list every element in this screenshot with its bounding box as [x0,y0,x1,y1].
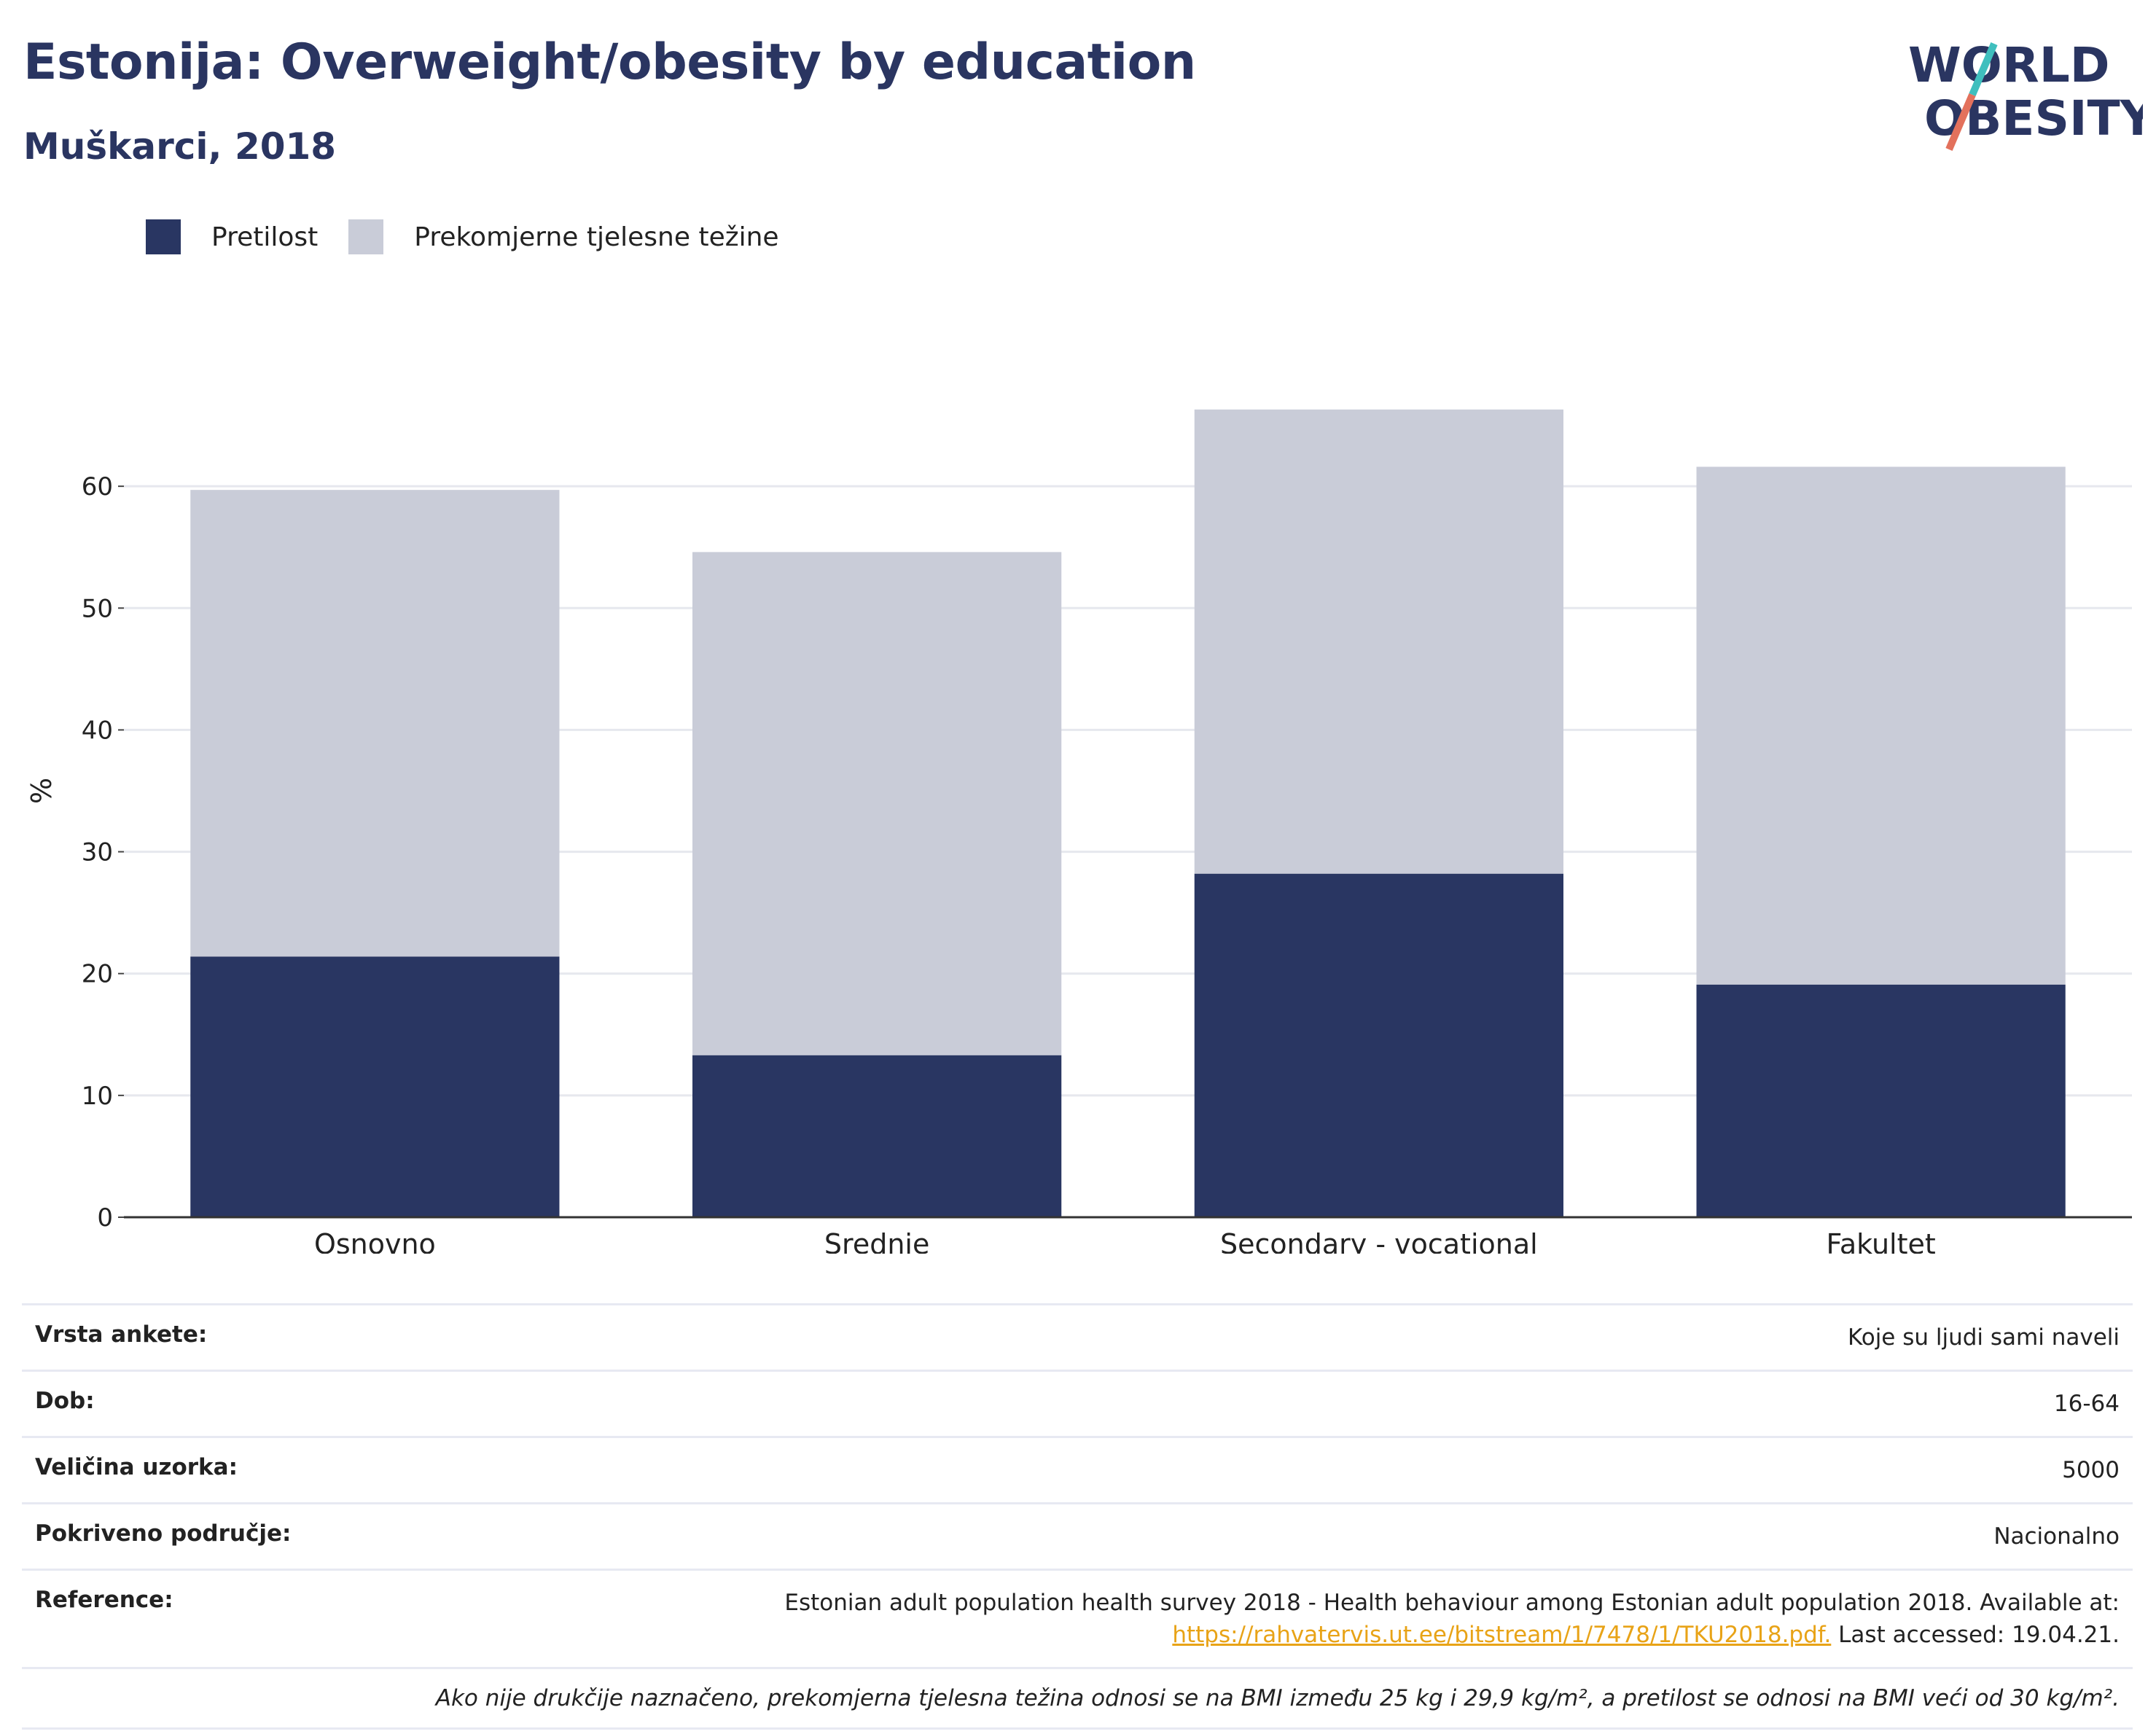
legend-swatch-pretilost [146,219,181,254]
logo-slash-bottom [1945,93,1976,151]
info-value: Nacionalno [1993,1523,2120,1550]
info-value: 5000 [2062,1457,2120,1483]
logo-line-world: WORLD [1908,37,2110,93]
bar-prekomjerne-3[interactable] [1696,466,2066,985]
reference-text: Estonian adult population health survey … [784,1590,2120,1616]
world-obesity-logo: WORLD OBESITY [1908,37,2143,151]
logo-slash-top [1969,42,1998,96]
page-subtitle: Muškarci, 2018 [23,125,337,168]
y-tick-label: 30 [82,838,113,867]
legend-item-pretilost[interactable]: Pretilost [146,219,318,254]
legend-swatch-prekomjerne [348,219,384,254]
info-value: Estonian adult population health survey … [784,1587,2120,1651]
y-axis-label: % [26,778,58,804]
legend-item-prekomjerne[interactable]: Prekomjerne tjelesne težine [348,219,779,254]
bar-pretilost-1[interactable] [692,1055,1062,1217]
bmi-definition-note: Ako nije drukčije naznačeno, prekomjerna… [22,1667,2133,1730]
y-tick-label: 60 [82,472,113,501]
x-tick-label: Secondary - vocational [1220,1228,1538,1254]
info-row-reference: Reference: Estonian adult population hea… [22,1569,2133,1667]
info-key: Vrsta ankete: [35,1321,208,1348]
reference-accessed: Last accessed: 19.04.21. [1831,1622,2120,1648]
y-tick-label: 10 [82,1082,113,1111]
y-tick-label: 0 [97,1203,113,1233]
info-row-survey-type: Vrsta ankete: Koje su ljudi sami naveli [22,1303,2133,1370]
legend-label-prekomjerne: Prekomjerne tjelesne težine [414,222,779,252]
x-tick-label: Srednje [824,1228,929,1254]
chart-legend: Pretilost Prekomjerne tjelesne težine [146,219,810,255]
info-row-sample-size: Veličina uzorka: 5000 [22,1436,2133,1502]
bar-pretilost-0[interactable] [190,956,560,1217]
info-key: Dob: [35,1388,95,1414]
reference-link[interactable]: https://rahvatervis.ut.ee/bitstream/1/74… [1172,1622,1832,1648]
y-tick-label: 20 [82,960,113,989]
page-title: Estonija: Overweight/obesity by educatio… [23,34,1196,91]
y-tick-label: 50 [82,594,113,623]
info-row-age: Dob: 16-64 [22,1370,2133,1436]
bar-prekomjerne-0[interactable] [190,490,560,957]
info-key: Reference: [35,1587,173,1613]
bar-pretilost-2[interactable] [1194,873,1563,1217]
bar-prekomjerne-1[interactable] [692,552,1062,1055]
info-key: Pokriveno područje: [35,1520,292,1547]
x-tick-label: Osnovno [314,1228,436,1254]
legend-label-pretilost: Pretilost [211,222,319,252]
bar-pretilost-3[interactable] [1696,984,2066,1217]
y-tick-label: 40 [82,716,113,745]
info-row-coverage: Pokriveno područje: Nacionalno [22,1502,2133,1569]
x-tick-label: Fakultet [1826,1228,1935,1254]
stacked-bar-chart: 0 10 20 30 40 50 60% Osnovno Srednje Secondary - … [26,409,2132,1254]
info-key: Veličina uzorka: [35,1454,238,1480]
bar-prekomjerne-2[interactable] [1194,409,1563,874]
survey-info-table: Vrsta ankete: Koje su ljudi sami naveli … [22,1303,2133,1730]
info-value: 16-64 [2053,1391,2120,1417]
info-value: Koje su ljudi sami naveli [1847,1324,2120,1351]
